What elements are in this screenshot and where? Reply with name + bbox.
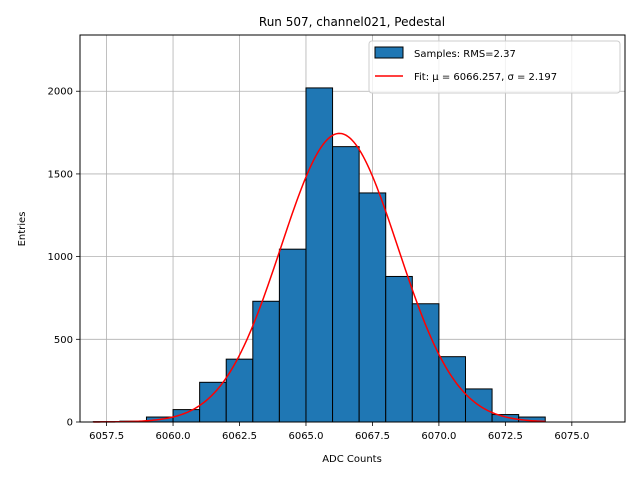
plot-frame: [79, 34, 626, 423]
y-axis-label: Entries: [17, 212, 28, 247]
legend-swatch-samples: [374, 46, 404, 59]
x-tick-label: 6060.0: [156, 431, 191, 442]
y-axis-ticks: 0 500 1000 1500 2000: [48, 87, 80, 429]
legend-label-fit: Fit: μ = 6066.257, σ = 2.197: [414, 72, 557, 83]
x-tick-label: 6057.5: [89, 431, 124, 442]
y-tick-label: 2000: [48, 87, 73, 98]
x-axis-ticks: 6057.5 6060.0 6062.5 6065.0 6067.5 6070.0 6072…: [89, 422, 589, 442]
x-tick-label: 6065.0: [288, 431, 323, 442]
histogram-bar: [332, 146, 360, 423]
histogram-bar: [225, 358, 254, 423]
x-tick-label: 6072.5: [488, 431, 523, 442]
legend-box: [368, 40, 621, 94]
y-tick-label: 500: [54, 335, 73, 346]
fit-curve: [93, 132, 546, 423]
legend: Samples: RMS=2.37 Fit: μ = 6066.257, σ =…: [368, 40, 621, 94]
histogram-bar: [358, 192, 387, 423]
histogram-bar: [252, 300, 280, 423]
legend-label-samples: Samples: RMS=2.37: [414, 49, 516, 60]
x-tick-label: 6075.0: [554, 431, 589, 442]
fit-curve-group: [93, 132, 546, 423]
histogram-bar: [411, 303, 440, 423]
x-tick-label: 6070.0: [421, 431, 456, 442]
y-tick-label: 0: [67, 418, 73, 429]
histogram-bar: [385, 275, 413, 423]
x-tick-label: 6067.5: [355, 431, 390, 442]
chart-title: Run 507, channel021, Pedestal: [259, 15, 445, 29]
y-tick-label: 1500: [48, 169, 73, 180]
y-tick-label: 1000: [48, 252, 73, 263]
x-axis-label: ADC Counts: [322, 454, 382, 465]
x-tick-label: 6062.5: [222, 431, 257, 442]
histogram-bar: [278, 248, 307, 423]
